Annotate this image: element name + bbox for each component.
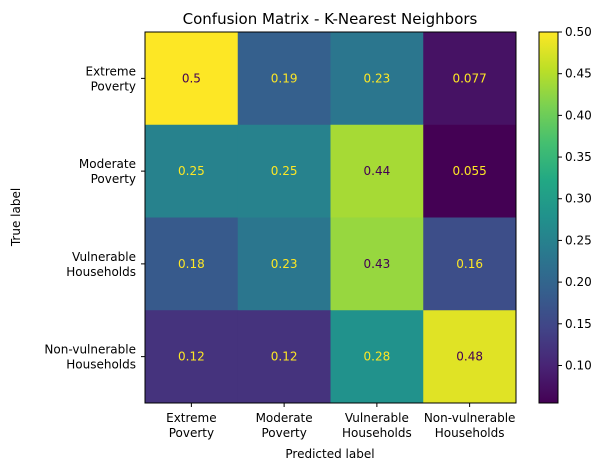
heatmap-cell bbox=[145, 32, 239, 126]
y-tick-label: Households bbox=[66, 358, 136, 372]
x-tick-label: Non-vulnerable bbox=[424, 411, 516, 425]
x-tick-label: Extreme bbox=[166, 411, 217, 425]
cell-value-label: 0.28 bbox=[364, 350, 391, 364]
cell-value-label: 0.23 bbox=[364, 71, 391, 85]
colorbar-tick-label: 0.10 bbox=[565, 358, 592, 372]
y-tick-label: Extreme bbox=[85, 64, 136, 78]
chart-title: Confusion Matrix - K-Nearest Neighbors bbox=[183, 10, 478, 28]
cell-value-label: 0.055 bbox=[452, 164, 486, 178]
colorbar-tick-label: 0.15 bbox=[565, 317, 592, 331]
y-tick-label: Poverty bbox=[91, 79, 136, 93]
cell-value-label: 0.16 bbox=[456, 257, 483, 271]
x-tick-label: Poverty bbox=[169, 426, 214, 440]
heatmap-cell bbox=[330, 124, 424, 218]
y-tick-label: Households bbox=[66, 265, 136, 279]
heatmap-cell bbox=[237, 124, 331, 218]
colorbar-tick-label: 0.35 bbox=[565, 150, 592, 164]
y-axis-ticks: ExtremePovertyModeratePovertyVulnerableH… bbox=[44, 64, 145, 372]
colorbar bbox=[538, 31, 559, 404]
heatmap-cells bbox=[145, 32, 517, 404]
colorbar-ticks: 0.10 0.15 0.20 0.25 0.30 0.35 0.40 0.45 0.50 bbox=[558, 25, 592, 372]
cell-value-label: 0.18 bbox=[178, 257, 205, 271]
cell-value-label: 0.48 bbox=[456, 350, 483, 364]
colorbar-tick-label: 0.50 bbox=[565, 25, 592, 39]
heatmap-cell bbox=[145, 310, 239, 404]
cell-value-label: 0.25 bbox=[271, 164, 298, 178]
cell-value-label: 0.43 bbox=[364, 257, 391, 271]
cell-value-label: 0.19 bbox=[271, 71, 298, 85]
y-tick-label: Non-vulnerable bbox=[44, 343, 136, 357]
heatmap-cell bbox=[423, 32, 517, 126]
heatmap-cell bbox=[330, 217, 424, 311]
heatmap-cell-labels: 0.5 0.19 0.23 0.077 0.25 0.25 0.44 0.055 0.18 0.2… bbox=[178, 71, 487, 363]
x-tick-label: Vulnerable bbox=[345, 411, 409, 425]
x-axis-ticks: ExtremePovertyModeratePovertyVulnerableH… bbox=[166, 403, 515, 440]
cell-value-label: 0.12 bbox=[178, 350, 205, 364]
x-tick-label: Households bbox=[435, 426, 505, 440]
y-axis-label: True label bbox=[9, 188, 23, 247]
colorbar-tick-label: 0.40 bbox=[565, 108, 592, 122]
heatmap-cell bbox=[330, 32, 424, 126]
colorbar-tick-label: 0.25 bbox=[565, 233, 592, 247]
x-axis-label: Predicted label bbox=[285, 447, 374, 461]
y-tick-label: Vulnerable bbox=[72, 250, 136, 264]
heatmap-cell bbox=[145, 124, 239, 218]
heatmap-cell bbox=[423, 310, 517, 404]
cell-value-label: 0.44 bbox=[364, 164, 391, 178]
colorbar-tick-label: 0.20 bbox=[565, 275, 592, 289]
colorbar-tick-label: 0.45 bbox=[565, 67, 592, 81]
heatmap-cell bbox=[145, 217, 239, 311]
cell-value-label: 0.5 bbox=[182, 71, 201, 85]
heatmap-cell bbox=[330, 310, 424, 404]
y-tick-label: Poverty bbox=[91, 172, 136, 186]
heatmap-cell bbox=[237, 32, 331, 126]
x-tick-label: Households bbox=[342, 426, 412, 440]
cell-value-label: 0.077 bbox=[452, 71, 486, 85]
heatmap-cell bbox=[237, 310, 331, 404]
plot-frame bbox=[144, 31, 517, 404]
cell-value-label: 0.25 bbox=[178, 164, 205, 178]
heatmap-cell bbox=[423, 217, 517, 311]
x-tick-label: Poverty bbox=[261, 426, 306, 440]
heatmap-cell bbox=[423, 124, 517, 218]
cell-value-label: 0.12 bbox=[271, 350, 298, 364]
heatmap-cell bbox=[237, 217, 331, 311]
y-tick-label: Moderate bbox=[79, 157, 136, 171]
x-tick-label: Moderate bbox=[256, 411, 313, 425]
cell-value-label: 0.23 bbox=[271, 257, 298, 271]
colorbar-tick-label: 0.30 bbox=[565, 192, 592, 206]
